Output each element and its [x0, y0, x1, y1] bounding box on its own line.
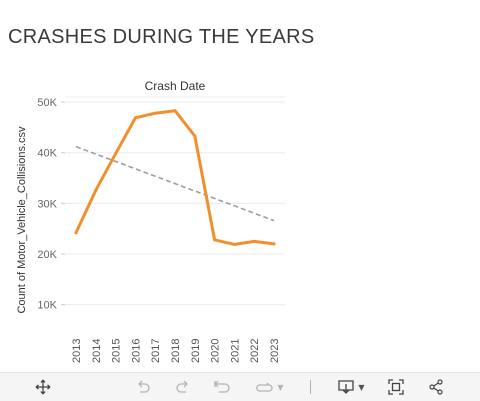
- x-tick-label: 2022: [249, 339, 261, 363]
- series-line: [74, 109, 276, 246]
- fullscreen-icon[interactable]: [386, 378, 406, 396]
- move-icon[interactable]: [34, 378, 52, 396]
- x-tick-label: 2019: [190, 339, 202, 363]
- y-tick-label: 30K: [37, 198, 57, 210]
- toolbar: ▼ ▼: [0, 372, 480, 401]
- chart-title: Crash Date: [145, 79, 206, 93]
- data-point: [153, 111, 157, 115]
- data-point: [272, 242, 276, 246]
- redo-icon[interactable]: [174, 378, 192, 396]
- trend-line-group: [75, 145, 275, 222]
- data-point: [94, 188, 98, 192]
- toolbar-divider: [310, 380, 311, 394]
- data-point: [232, 242, 236, 246]
- x-tick-label: 2021: [229, 339, 241, 363]
- y-tick-label: 10K: [37, 300, 57, 312]
- page-title: CRASHES DURING THE YEARS: [8, 26, 315, 48]
- series-group: [74, 109, 276, 246]
- x-tick-label: 2023: [269, 339, 281, 363]
- refresh-icon[interactable]: ▼: [250, 378, 290, 396]
- revert-icon[interactable]: [212, 378, 232, 396]
- chevron-down-icon[interactable]: ▼: [358, 382, 365, 392]
- y-tick-label: 20K: [37, 249, 57, 261]
- share-icon[interactable]: [426, 378, 446, 396]
- x-tick-label: 2014: [91, 339, 103, 363]
- data-point: [193, 134, 197, 138]
- data-point: [173, 109, 177, 113]
- x-tick-label: 2016: [130, 339, 142, 363]
- download-icon[interactable]: ▼: [334, 378, 368, 396]
- data-point: [252, 239, 256, 243]
- y-axis-label: Count of Motor_Vehicle_Collisions.csv: [16, 126, 28, 314]
- grid-lines: [65, 101, 285, 306]
- data-point: [74, 231, 78, 235]
- trend-line: [75, 145, 275, 222]
- y-tick-label: 40K: [37, 148, 57, 160]
- x-tick-label: 2020: [210, 339, 222, 363]
- data-point: [133, 116, 137, 120]
- undo-icon[interactable]: [134, 378, 152, 396]
- data-point: [114, 152, 118, 156]
- data-point: [213, 238, 217, 242]
- x-tick-label: 2015: [111, 339, 123, 363]
- x-tick-label: 2013: [71, 339, 83, 363]
- x-tick-label: 2018: [170, 339, 182, 363]
- y-tick-label: 50K: [37, 97, 57, 109]
- line-chart: Crash Date Count of Motor_Vehicle_Collis…: [16, 79, 285, 363]
- x-axis: 2013 2014 2015 2016 2017 2018 2019 2020 2021 2022…: [71, 339, 281, 363]
- chevron-down-icon[interactable]: ▼: [277, 382, 284, 392]
- y-axis: 10K 20K 30K 40K 50K: [37, 97, 65, 312]
- x-tick-label: 2017: [150, 339, 162, 363]
